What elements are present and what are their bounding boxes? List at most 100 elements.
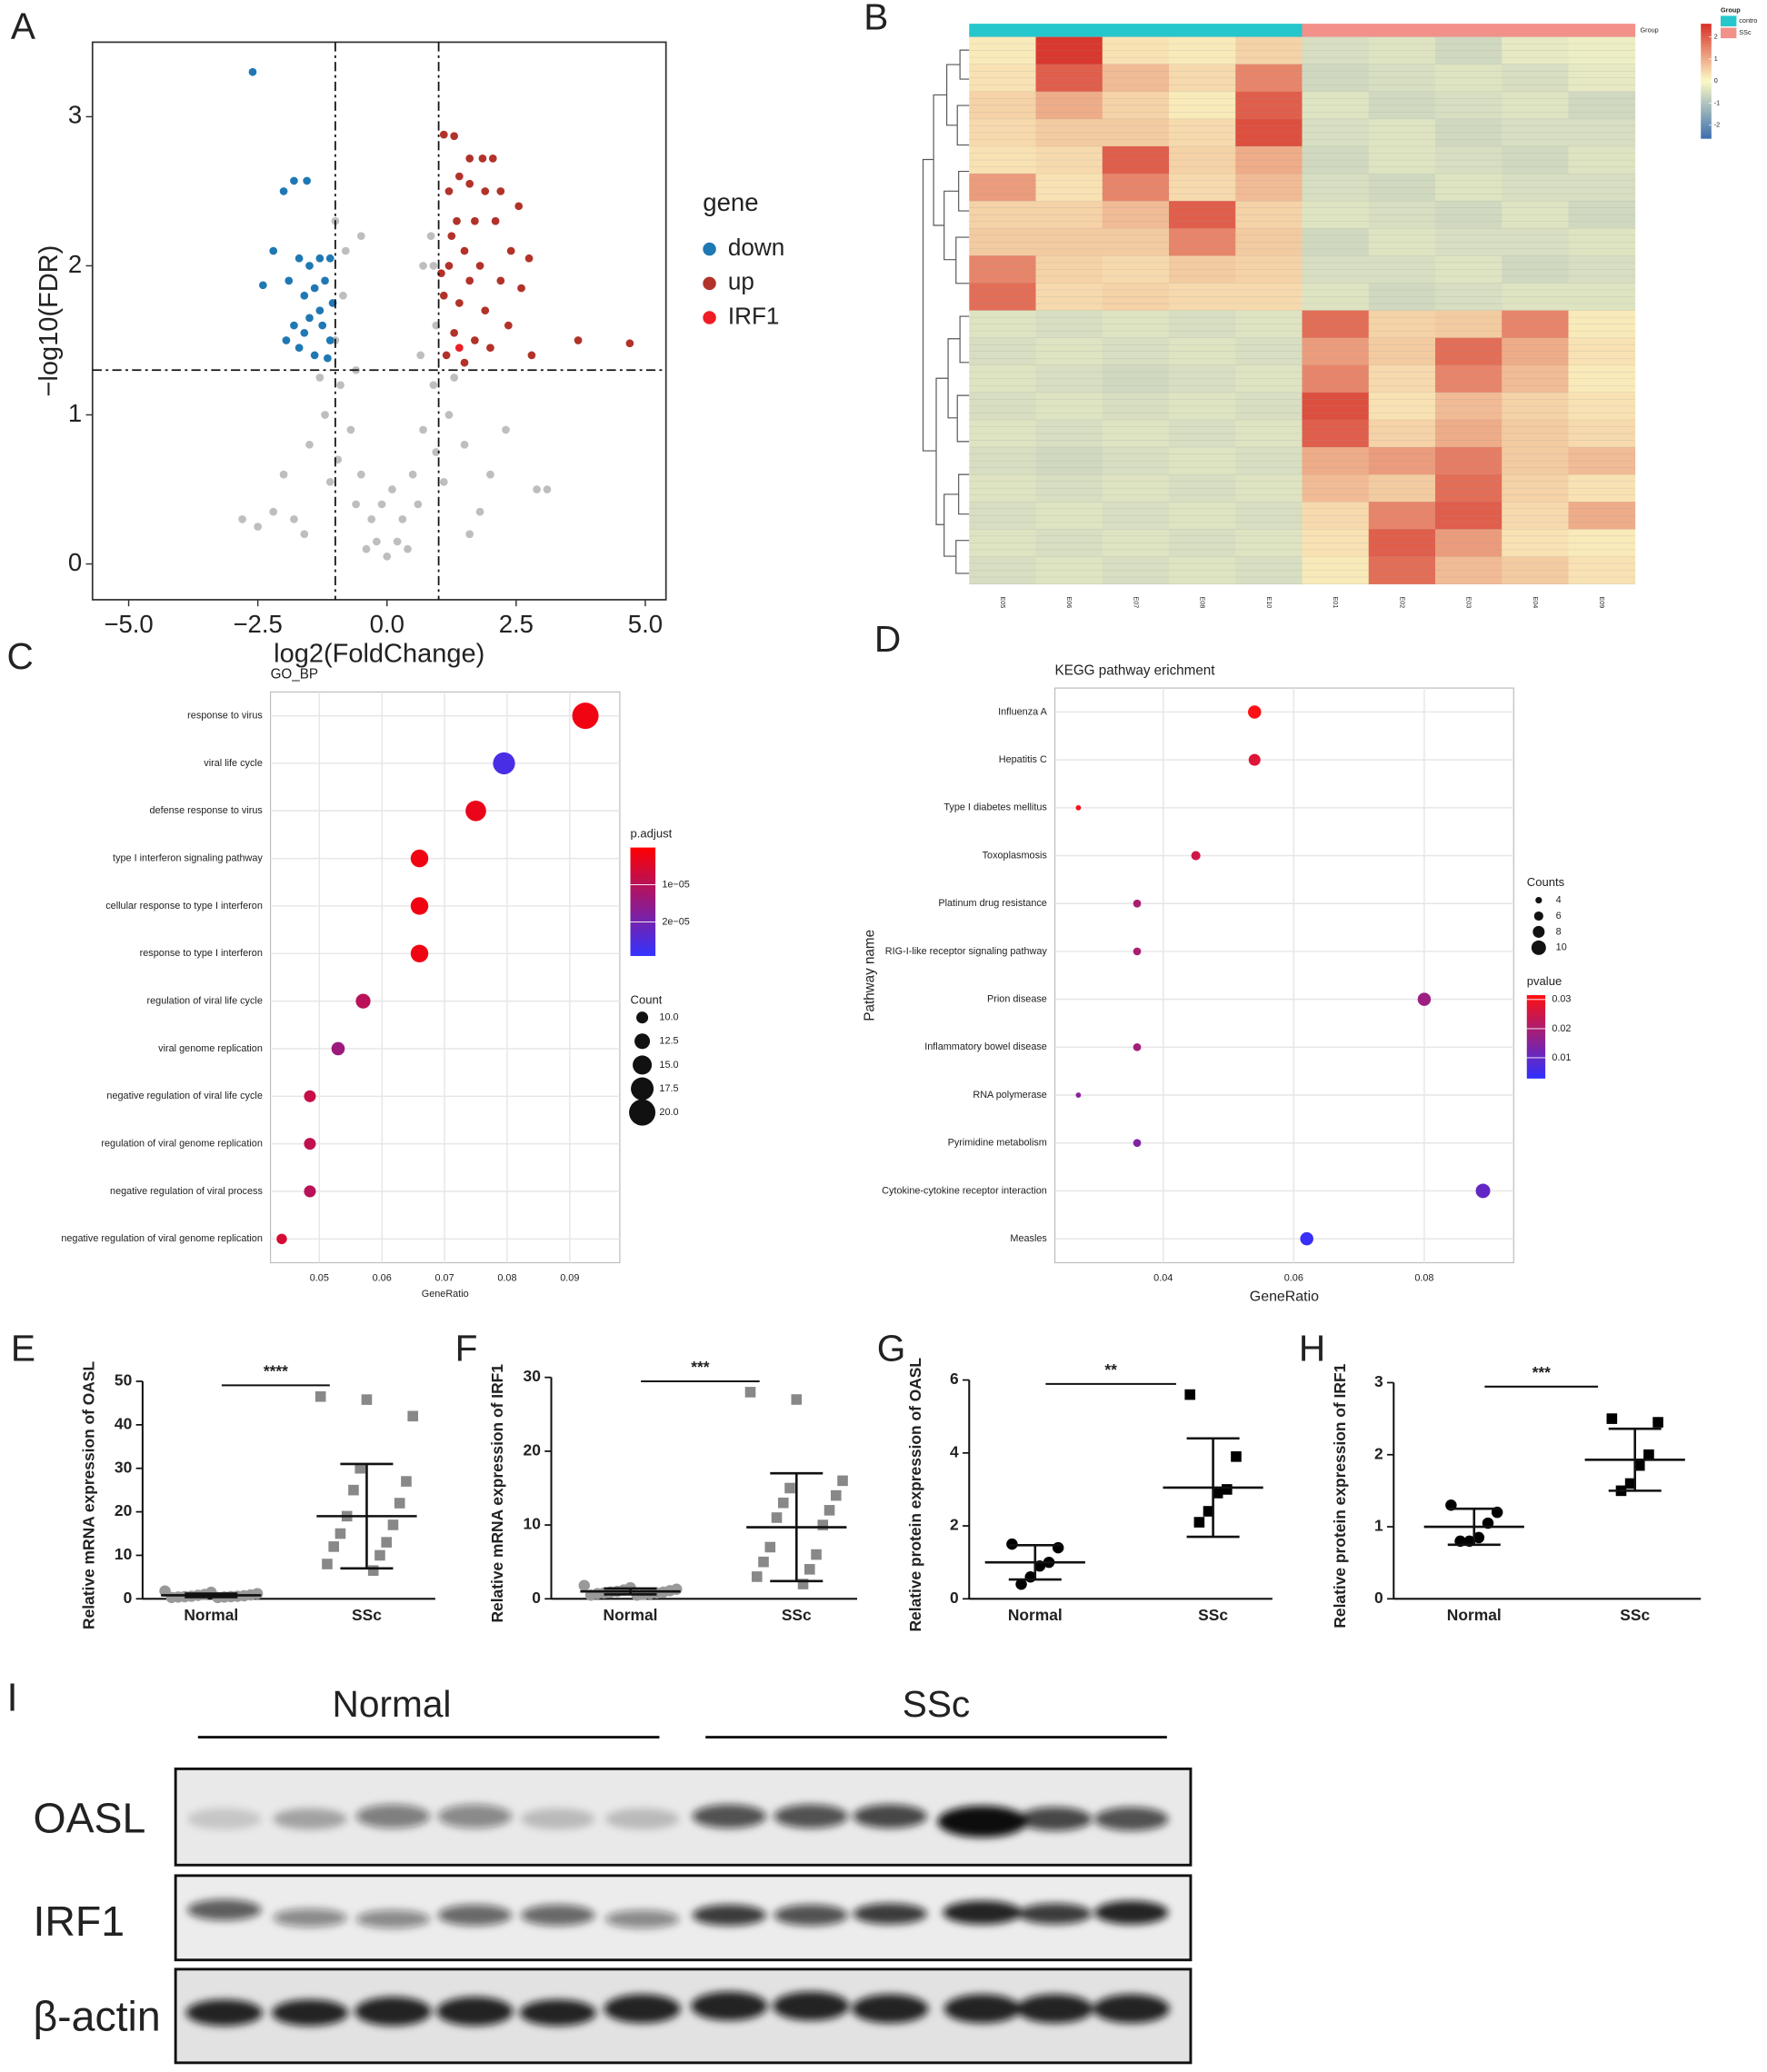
dot: [1075, 1092, 1082, 1098]
y-tick-label: cellular response to type I interferon: [105, 901, 263, 911]
x-tick-label: SSc: [1198, 1606, 1228, 1624]
point: [416, 351, 425, 360]
heatmap-cell: [1035, 310, 1103, 339]
heatmap-cell: [1235, 502, 1303, 530]
heatmap-cell: [1434, 310, 1502, 339]
colorbar-step: [630, 896, 656, 900]
size-legend-label: 10.0: [659, 1012, 678, 1023]
group-bar: [1302, 24, 1370, 37]
heatmap-cell: [1102, 529, 1170, 557]
heatmap-cell: [1035, 174, 1103, 202]
colorbar-step: [1701, 64, 1712, 67]
colorbar-step: [1526, 1063, 1546, 1067]
legend-label: SSc: [1739, 28, 1752, 36]
heatmap-cell: [1302, 91, 1370, 120]
legend-swatch: [703, 242, 716, 256]
y-tick-label: 50: [115, 1371, 132, 1390]
colorbar-label: 0.02: [1552, 1023, 1571, 1034]
heatmap-cell: [1302, 529, 1370, 557]
heatmap-cell: [1568, 447, 1636, 475]
colorbar-step: [630, 928, 656, 932]
x-tick-label: 0.06: [1284, 1273, 1303, 1284]
column-label: E08: [1199, 596, 1207, 608]
heatmap-cell: [1368, 36, 1436, 65]
colorbar-step: [1526, 1070, 1546, 1072]
point: [408, 470, 417, 479]
point: [444, 411, 454, 419]
size-legend-swatch: [1531, 940, 1546, 955]
point: [374, 1549, 385, 1561]
colorbar-step: [1526, 1039, 1546, 1041]
heatmap-cell: [1434, 174, 1502, 202]
heatmap-cell: [1102, 36, 1170, 65]
panel-label: B: [864, 0, 888, 37]
point: [481, 187, 490, 195]
point: [491, 216, 500, 225]
y-tick-label: 0: [532, 1589, 541, 1607]
heatmap-cell: [1302, 64, 1370, 93]
colorbar-step: [1526, 1073, 1546, 1077]
point: [465, 530, 474, 539]
colorbar-step: [1526, 1042, 1546, 1046]
point: [248, 67, 257, 76]
colorbar-step: [1701, 92, 1712, 96]
heatmap-cell: [1502, 392, 1569, 421]
heatmap-cell: [1035, 145, 1103, 174]
heatmap-cell: [1502, 201, 1569, 229]
colorbar-step: [1701, 132, 1712, 136]
colorbar-step: [630, 939, 656, 943]
size-legend-label: 15.0: [659, 1060, 678, 1071]
significance-label: ***: [1532, 1363, 1552, 1381]
heatmap-cell: [1235, 392, 1303, 421]
heatmap-cell: [1035, 337, 1103, 366]
heatmap-cell: [1169, 255, 1236, 284]
colorbar-step: [1526, 1026, 1546, 1030]
dot: [1133, 1042, 1142, 1051]
heatmap-cell: [1368, 201, 1436, 229]
heatmap-cell: [1568, 502, 1636, 530]
colorbar-step: [1526, 1044, 1546, 1048]
colorbar-step: [1701, 98, 1712, 102]
colorbar-step: [1526, 1057, 1546, 1061]
y-tick-label: Hepatitis C: [999, 754, 1047, 765]
plot-frame: [91, 41, 667, 601]
heatmap-cell: [1434, 502, 1502, 530]
y-tick-label: RIG-I-like receptor signaling pathway: [885, 946, 1048, 957]
point: [305, 440, 314, 449]
point: [791, 1394, 803, 1405]
colorbar-label: 1e−05: [662, 879, 690, 890]
heatmap-cell: [1502, 310, 1569, 339]
colorbar-step: [630, 911, 656, 916]
group-bar: [969, 24, 1036, 37]
point: [543, 485, 552, 493]
column-label: E10: [1265, 596, 1273, 608]
dot: [304, 1090, 316, 1102]
heatmap-cell: [1102, 118, 1170, 147]
heatmap-cell: [1169, 337, 1236, 366]
x-axis-label: log2(FoldChange): [274, 639, 484, 668]
heatmap-cell: [1102, 255, 1170, 284]
panel-label: I: [6, 1676, 17, 1719]
colorbar-step: [1526, 1065, 1546, 1069]
heatmap-cell: [969, 419, 1036, 448]
heatmap-cell: [1302, 201, 1370, 229]
y-axis-label: −log10(FDR): [35, 245, 64, 397]
heatmap-cell: [969, 64, 1036, 93]
dot: [1075, 804, 1082, 811]
group-bar: [1169, 24, 1236, 37]
heatmap-cell: [1568, 392, 1636, 421]
heatmap-cell: [1035, 118, 1103, 147]
heatmap-cell: [969, 529, 1036, 557]
colorbar-step: [630, 893, 656, 897]
point: [797, 1579, 809, 1589]
legend-label: up: [728, 268, 754, 295]
point: [373, 537, 381, 546]
colorbar-step: [1526, 1041, 1546, 1044]
point: [362, 544, 371, 553]
size-legend-swatch: [1532, 925, 1545, 938]
point: [429, 262, 438, 270]
chart-title: GO_BP: [271, 667, 318, 682]
point: [356, 232, 365, 241]
colorbar-label: 0.01: [1552, 1052, 1571, 1063]
